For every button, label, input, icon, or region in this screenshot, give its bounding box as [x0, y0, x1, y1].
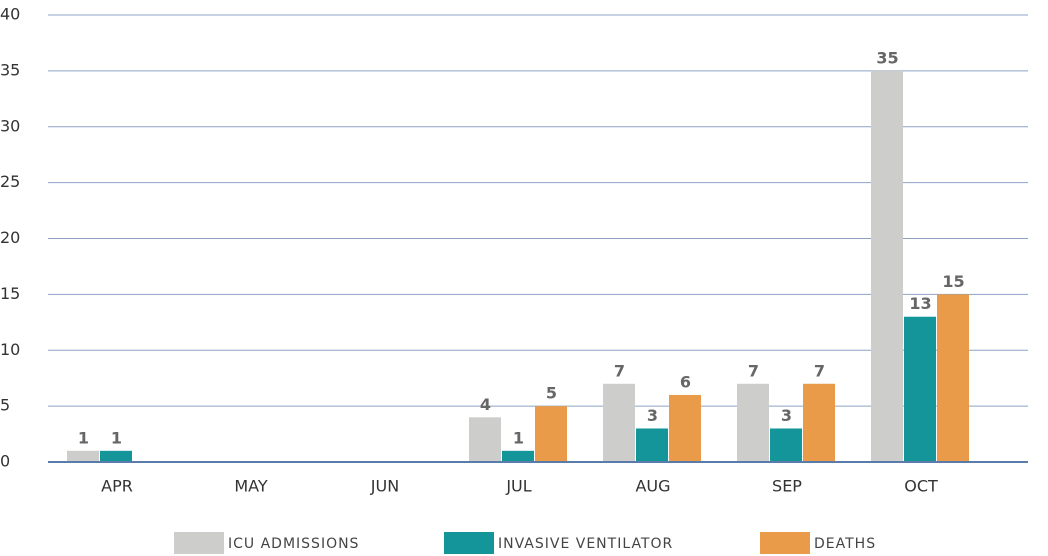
y-tick-label: 35 [0, 60, 20, 79]
value-label: 6 [680, 372, 691, 391]
value-label: 35 [876, 48, 898, 67]
x-tick-label: JUN [370, 477, 399, 496]
y-tick-label: 0 [0, 452, 10, 471]
bar [669, 394, 701, 462]
legend-label: DEATHS [814, 536, 876, 552]
bar [803, 383, 835, 462]
x-tick-label: JUL [505, 477, 531, 496]
legend-swatch [760, 532, 810, 554]
x-tick-label: MAY [234, 477, 268, 496]
y-tick-label: 40 [0, 5, 20, 24]
value-label: 7 [614, 361, 625, 380]
value-label: 1 [78, 428, 89, 447]
x-tick-label: OCT [904, 477, 938, 496]
value-label: 5 [546, 384, 557, 403]
value-label: 1 [513, 428, 524, 447]
legend-label: ICU ADMISSIONS [228, 536, 359, 552]
value-label: 1 [111, 428, 122, 447]
bar [737, 383, 769, 462]
x-tick-label: SEP [772, 477, 802, 496]
bar [469, 417, 501, 462]
y-tick-label: 5 [0, 396, 10, 415]
value-label: 13 [909, 294, 931, 313]
x-tick-label: AUG [635, 477, 670, 496]
bar [603, 383, 635, 462]
value-label: 3 [647, 406, 658, 425]
y-tick-label: 25 [0, 172, 20, 191]
bar [937, 294, 969, 462]
bar [100, 450, 132, 462]
value-label: 15 [942, 272, 964, 291]
value-label: 7 [748, 361, 759, 380]
legend-label: INVASIVE VENTILATOR [498, 536, 673, 552]
bar [770, 428, 802, 462]
y-tick-label: 15 [0, 284, 20, 303]
bar [502, 450, 534, 462]
bar [67, 450, 99, 462]
bar [871, 70, 903, 462]
legend-swatch [444, 532, 494, 554]
y-tick-label: 20 [0, 228, 20, 247]
y-tick-label: 30 [0, 116, 20, 135]
x-tick-label: APR [101, 477, 133, 496]
legend-swatch [174, 532, 224, 554]
bar [535, 406, 567, 462]
value-label: 7 [814, 361, 825, 380]
bar [904, 316, 936, 462]
bar [636, 428, 668, 462]
value-label: 3 [781, 406, 792, 425]
y-tick-label: 10 [0, 340, 20, 359]
value-label: 4 [480, 395, 491, 414]
